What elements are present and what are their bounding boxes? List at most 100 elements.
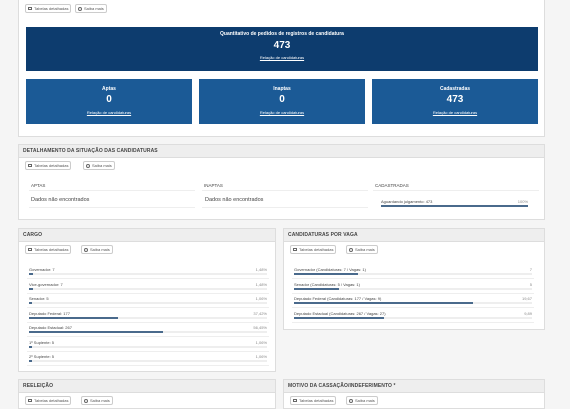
card-inaptas-title: Inaptas [273, 86, 291, 92]
bar-row-label: Senador (Candidaturas: 5 / Vagas: 1) [294, 281, 360, 287]
tables-button[interactable]: Tabelas detalhadas [25, 4, 71, 13]
cadastradas-row-label: Aguardando julgamento: 473 [381, 199, 433, 204]
bar-fill [294, 302, 473, 304]
info-icon [84, 247, 88, 252]
info-icon [84, 398, 88, 403]
bar-track [294, 316, 532, 319]
detail-more-button[interactable]: Saiba mais [83, 161, 115, 170]
bar-row-value: 5 [529, 281, 532, 287]
bar-row-value: 9,89 [524, 310, 532, 316]
bar-row-label: Vice-governador: 7 [29, 281, 63, 287]
bar-row-value: 1,48% [255, 281, 267, 287]
total-box: Quantitativo de pedidos de registros de … [26, 27, 538, 71]
detail-title: DETALHAMENTO DA SITUAÇÃO DAS CANDIDATURA… [19, 145, 544, 158]
row-divider [27, 278, 269, 279]
table-icon [28, 164, 32, 167]
table-icon [28, 7, 32, 10]
vaga-panel: CANDIDATURAS POR VAGA Tabelas detalhadas… [283, 228, 545, 330]
bar-row-value: 1,48% [255, 267, 267, 272]
divider [29, 190, 195, 191]
reeleicao-tables-button[interactable]: Tabelas detalhadas [25, 396, 71, 405]
bar-fill [294, 316, 385, 319]
card-aptas: Aptas 0 Relação de candidaturas [26, 79, 192, 124]
bar-fill [29, 345, 32, 348]
cargo-title: CARGO [19, 229, 275, 242]
summary-panel: Tabelas detalhadas Saiba mais Quantitati… [18, 0, 545, 137]
bar-row-label: 2º Suplente: 5 [29, 354, 55, 359]
table-icon [293, 399, 297, 402]
row-divider [27, 292, 269, 294]
divider [373, 190, 539, 191]
bar-row-value: 1,06% [255, 339, 267, 345]
more-button[interactable]: Saiba mais [75, 4, 107, 13]
bar-track [294, 287, 532, 290]
reeleicao-title: REELEIÇÃO [19, 380, 275, 393]
bar-track [294, 302, 532, 304]
col-cadastradas-header: CADASTRADAS [375, 183, 409, 188]
detail-panel: DETALHAMENTO DA SITUAÇÃO DAS CANDIDATURA… [18, 144, 545, 220]
reeleicao-more-button[interactable]: Saiba mais [81, 396, 113, 405]
cadastradas-row-pct: 100% [517, 199, 528, 204]
bar-row-label: 1º Suplente: 5 [29, 339, 55, 345]
bar-row-label: Deputado Federal (Candidaturas: 177 / Va… [294, 296, 382, 301]
vaga-title: CANDIDATURAS POR VAGA [284, 229, 544, 242]
bar-track [29, 287, 267, 290]
bar-row-label: Deputado Estadual: 267 [29, 325, 72, 330]
card-aptas-link[interactable]: Relação de candidaturas [86, 110, 132, 115]
card-aptas-value: 0 [106, 94, 112, 105]
row-divider [27, 350, 269, 352]
card-cadastradas-link[interactable]: Relação de candidaturas [432, 110, 478, 115]
motivo-tables-button[interactable]: Tabelas detalhadas [290, 396, 336, 405]
aptas-empty: Dados não encontrados [31, 197, 90, 203]
divider [202, 207, 368, 208]
total-link[interactable]: Relação de candidaturas [259, 55, 305, 60]
bar-row-label: Deputado Federal: 177 [29, 310, 70, 316]
cargo-more-button[interactable]: Saiba mais [81, 245, 113, 254]
card-cadastradas-title: Cadastradas [439, 86, 470, 92]
motivo-more-button[interactable]: Saiba mais [346, 396, 378, 405]
reeleicao-panel: REELEIÇÃO Tabelas detalhadas Saiba mais [18, 379, 276, 409]
cadastradas-bar [381, 205, 528, 207]
bar-row-label: Senador: 5 [29, 296, 49, 301]
card-aptas-title: Aptas [102, 86, 116, 92]
table-icon [28, 399, 32, 402]
motivo-title: MOTIVO DA CASSAÇÃO/INDEFERIMENTO * [284, 380, 544, 393]
bar-row-value: 37,42% [253, 310, 267, 316]
card-inaptas-value: 0 [279, 94, 285, 105]
vaga-tables-button[interactable]: Tabelas detalhadas [290, 245, 336, 254]
bar-fill [29, 302, 32, 304]
total-title: Quantitativo de pedidos de registros de … [220, 31, 344, 37]
bar-row-value: 1,06% [255, 354, 267, 359]
info-icon [86, 163, 90, 168]
bar-row-label: Governador: 7 [29, 267, 55, 272]
card-inaptas-link[interactable]: Relação de candidaturas [259, 110, 305, 115]
bar-row-value: 1,06% [255, 296, 267, 301]
bar-track [294, 273, 532, 275]
bar-fill [29, 360, 32, 362]
inaptas-empty: Dados não encontrados [205, 197, 264, 203]
cargo-panel: CARGO Tabelas detalhadas Saiba mais Gove… [18, 228, 276, 372]
vaga-more-button[interactable]: Saiba mais [346, 245, 378, 254]
bar-track [29, 331, 267, 333]
total-value: 473 [273, 40, 291, 51]
detail-tables-button[interactable]: Tabelas detalhadas [25, 161, 71, 170]
bar-fill [294, 287, 340, 290]
info-icon [78, 6, 82, 11]
bar-row-value: 56,45% [253, 325, 267, 330]
row-divider [292, 278, 534, 279]
cargo-tables-button[interactable]: Tabelas detalhadas [25, 245, 71, 254]
bar-row-label: Deputado Estadual (Candidaturas: 267 / V… [294, 310, 386, 316]
cadastradas-track [381, 205, 528, 207]
row-divider [292, 321, 534, 323]
col-aptas-header: APTAS [31, 183, 46, 188]
bar-track [29, 273, 267, 275]
col-inaptas-header: INAPTAS [204, 183, 223, 188]
table-icon [293, 248, 297, 251]
row-divider [27, 336, 269, 337]
bar-track [29, 316, 267, 319]
card-cadastradas: Cadastradas 473 Relação de candidaturas [372, 79, 538, 124]
divider [29, 207, 195, 208]
bar-row-label: Governador (Candidaturas: 7 / Vagas: 1) [294, 267, 366, 272]
bar-fill [29, 316, 119, 319]
row-divider [27, 307, 269, 308]
